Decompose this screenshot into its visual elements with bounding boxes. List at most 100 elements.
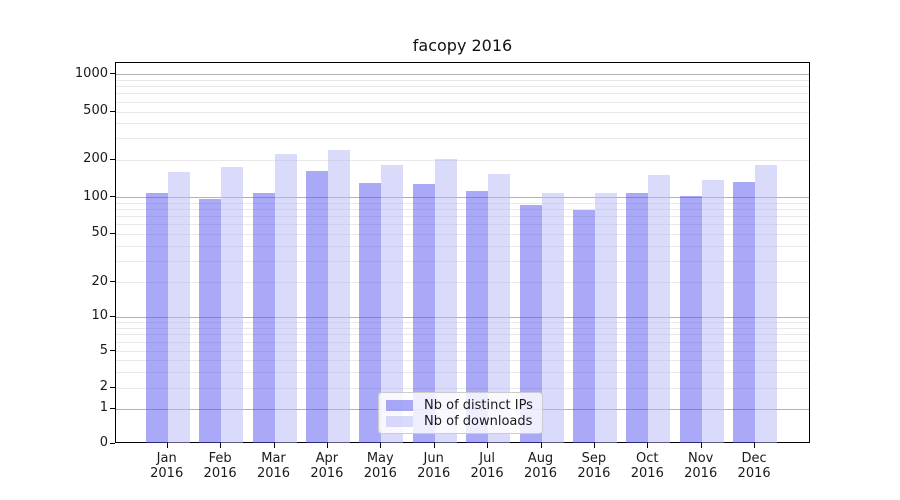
bar-distinct-ips xyxy=(519,204,542,443)
bar-downloads xyxy=(434,158,457,443)
bar-downloads xyxy=(167,171,190,443)
bar-downloads xyxy=(221,167,244,443)
y-tick-mark xyxy=(110,350,115,351)
legend-swatch-downloads-icon xyxy=(386,415,413,427)
y-tick-mark xyxy=(110,407,115,409)
bar-distinct-ips xyxy=(626,192,649,443)
gridline-minor xyxy=(116,387,809,389)
bar-distinct-ips xyxy=(733,181,756,443)
gridline-minor xyxy=(116,282,809,283)
bar-distinct-ips xyxy=(572,209,595,443)
x-tick-label: Jul 2016 xyxy=(470,451,504,481)
y-tick-mark xyxy=(110,281,115,282)
x-tick-label: Feb 2016 xyxy=(203,451,237,481)
gridline-major xyxy=(116,74,809,76)
gridline-minor xyxy=(116,86,809,88)
y-tick-mark xyxy=(110,110,115,112)
x-tick-mark xyxy=(487,442,489,448)
x-tick-label: Oct 2016 xyxy=(630,451,664,481)
y-tick-mark xyxy=(110,232,115,234)
x-tick-label: May 2016 xyxy=(363,451,397,481)
x-tick-label: Aug 2016 xyxy=(523,451,558,481)
bar-downloads xyxy=(755,164,778,443)
y-tick-mark xyxy=(110,158,115,160)
x-tick-label: Dec 2016 xyxy=(737,451,771,481)
x-tick-label: Jun 2016 xyxy=(417,451,451,481)
gridline-minor xyxy=(116,351,809,352)
y-tick-mark xyxy=(110,73,115,75)
bar-distinct-ips xyxy=(466,191,489,443)
y-tick-label: 500 xyxy=(83,103,108,118)
gridline-minor xyxy=(116,371,809,373)
x-tick-mark xyxy=(700,442,702,448)
bar-downloads xyxy=(701,180,724,443)
x-tick-mark xyxy=(326,442,328,448)
y-tick-mark xyxy=(110,315,115,317)
x-tick-mark xyxy=(540,442,542,448)
gridline-minor xyxy=(116,101,809,103)
x-tick-mark xyxy=(593,442,595,448)
gridline-minor xyxy=(116,334,809,336)
gridline-minor xyxy=(116,245,809,247)
y-tick-label: 0 xyxy=(99,435,108,450)
bar-downloads xyxy=(488,173,511,443)
bar-distinct-ips xyxy=(199,199,222,443)
y-tick-label: 200 xyxy=(83,151,108,167)
y-tick-label: 1000 xyxy=(74,65,108,81)
bar-distinct-ips xyxy=(305,170,328,443)
chart-title: facopy 2016 xyxy=(412,36,513,55)
x-tick-label: Apr 2016 xyxy=(310,451,344,481)
gridline-minor xyxy=(116,321,809,323)
gridline-minor xyxy=(116,359,809,361)
legend: Nb of distinct IPs Nb of downloads xyxy=(378,392,543,434)
gridline-minor xyxy=(116,327,809,329)
x-tick-mark xyxy=(754,442,756,448)
y-tick-label: 1 xyxy=(99,400,108,416)
bar-distinct-ips xyxy=(359,182,382,443)
legend-item-downloads: Nb of downloads xyxy=(386,413,533,429)
y-tick-label: 100 xyxy=(83,188,108,204)
bar-downloads xyxy=(648,175,671,443)
gridline-minor xyxy=(116,216,809,217)
plot-area xyxy=(115,62,810,443)
gridline-minor xyxy=(116,123,809,125)
bar-distinct-ips xyxy=(252,193,275,443)
y-tick-mark xyxy=(110,442,115,444)
x-tick-mark xyxy=(647,442,649,448)
x-tick-mark xyxy=(380,442,382,448)
legend-swatch-distinct-ips-icon xyxy=(386,399,413,411)
x-tick-mark xyxy=(166,442,168,448)
gridline-minor xyxy=(116,209,809,210)
gridline-minor xyxy=(116,80,809,81)
bar-distinct-ips xyxy=(679,196,702,443)
y-tick-label: 50 xyxy=(91,225,108,241)
gridline-minor xyxy=(116,138,809,140)
legend-label-downloads: Nb of downloads xyxy=(424,413,533,429)
x-tick-mark xyxy=(273,442,275,448)
y-tick-label: 5 xyxy=(99,342,108,358)
bar-distinct-ips xyxy=(145,192,168,443)
gridline-minor xyxy=(116,93,809,95)
gridline-minor xyxy=(116,202,809,204)
bar-downloads xyxy=(541,193,564,443)
x-tick-label: Mar 2016 xyxy=(256,451,291,481)
gridline-minor xyxy=(116,159,809,161)
gridline-minor xyxy=(116,342,809,343)
bar-distinct-ips xyxy=(412,184,435,443)
y-tick-label: 20 xyxy=(91,273,108,289)
bar-downloads xyxy=(327,150,350,443)
gridline-minor xyxy=(116,111,809,113)
bar-downloads xyxy=(274,153,297,443)
gridline-minor xyxy=(116,260,809,262)
gridline-major xyxy=(116,197,809,199)
x-tick-label: Nov 2016 xyxy=(684,451,718,481)
y-tick-mark xyxy=(110,386,115,388)
gridline-minor xyxy=(116,224,809,226)
gridline-minor xyxy=(116,233,809,235)
x-tick-label: Jan 2016 xyxy=(150,451,184,481)
x-tick-mark xyxy=(433,442,435,448)
legend-label-distinct-ips: Nb of distinct IPs xyxy=(424,397,533,413)
x-tick-mark xyxy=(220,442,222,448)
legend-item-distinct-ips: Nb of distinct IPs xyxy=(386,397,533,413)
y-tick-label: 2 xyxy=(99,379,108,395)
